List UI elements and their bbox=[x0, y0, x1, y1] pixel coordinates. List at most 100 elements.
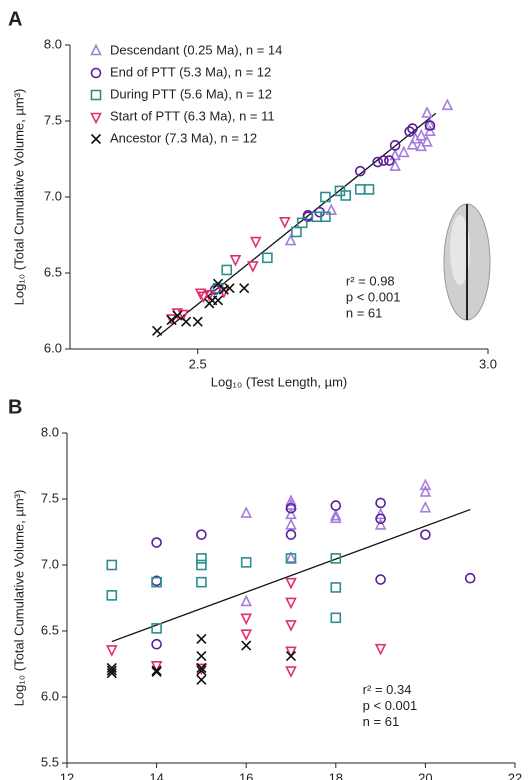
point bbox=[279, 217, 291, 229]
legend-marker bbox=[90, 43, 102, 56]
point bbox=[406, 138, 419, 150]
point bbox=[320, 191, 331, 203]
point bbox=[196, 665, 207, 676]
point bbox=[150, 661, 163, 673]
point bbox=[285, 597, 297, 610]
stat-annotation: p < 0.001 bbox=[346, 290, 401, 305]
legend-label: Descendant (0.25 Ma), n = 14 bbox=[110, 42, 282, 57]
point bbox=[196, 662, 207, 674]
y-tick-label: 7.0 bbox=[41, 556, 59, 571]
x-tick-label: 14 bbox=[149, 770, 163, 780]
point bbox=[177, 309, 190, 322]
point bbox=[330, 500, 342, 511]
stat-annotation: p < 0.001 bbox=[363, 698, 418, 713]
point bbox=[334, 185, 346, 197]
point bbox=[419, 478, 432, 491]
x-tick-label: 22 bbox=[508, 770, 522, 780]
point bbox=[221, 264, 233, 276]
point bbox=[285, 502, 297, 514]
point bbox=[285, 646, 297, 659]
point bbox=[420, 529, 431, 540]
point bbox=[374, 518, 387, 530]
point bbox=[151, 666, 162, 677]
point bbox=[285, 529, 297, 540]
point bbox=[330, 553, 342, 564]
legend-marker bbox=[90, 133, 102, 145]
point bbox=[419, 500, 432, 513]
point bbox=[330, 582, 342, 593]
legend-marker bbox=[90, 89, 102, 101]
y-tick-label: 6.0 bbox=[44, 340, 62, 355]
stat-annotation: n = 61 bbox=[363, 714, 400, 729]
x-tick-label: 20 bbox=[418, 770, 432, 780]
point bbox=[181, 316, 192, 327]
point bbox=[296, 217, 308, 229]
point bbox=[196, 576, 207, 588]
y-tick-label: 8.0 bbox=[41, 424, 59, 439]
y-tick-label: 6.5 bbox=[41, 622, 59, 637]
point bbox=[204, 298, 215, 309]
point bbox=[375, 513, 386, 525]
point bbox=[285, 577, 297, 590]
point bbox=[194, 288, 207, 301]
point bbox=[441, 98, 454, 111]
point bbox=[285, 666, 297, 678]
point bbox=[196, 674, 207, 685]
point bbox=[424, 124, 436, 136]
point bbox=[166, 315, 177, 326]
point bbox=[284, 233, 297, 246]
point bbox=[363, 184, 375, 195]
point bbox=[196, 553, 207, 564]
point bbox=[106, 559, 118, 571]
point bbox=[419, 485, 432, 497]
point bbox=[285, 553, 297, 564]
y-axis-title: Log₁₀ (Total Cumulative Volume, µm³) bbox=[11, 89, 26, 306]
point bbox=[464, 572, 476, 584]
point bbox=[424, 118, 436, 130]
legend-marker bbox=[90, 67, 102, 79]
point bbox=[375, 497, 386, 509]
point bbox=[354, 165, 366, 177]
point bbox=[224, 283, 235, 294]
legend-label: Ancestor (7.3 Ma), n = 12 bbox=[110, 130, 257, 145]
legend-marker bbox=[90, 112, 102, 125]
point bbox=[330, 612, 342, 624]
legend-label: During PTT (5.6 Ma), n = 12 bbox=[110, 86, 272, 101]
point bbox=[106, 668, 117, 679]
point bbox=[372, 156, 383, 168]
point bbox=[285, 494, 297, 506]
y-tick-label: 6.5 bbox=[44, 264, 62, 279]
point bbox=[151, 665, 162, 676]
x-tick-label: 2.5 bbox=[189, 356, 207, 371]
point bbox=[249, 236, 262, 249]
point bbox=[247, 261, 259, 273]
x-tick-label: 3.0 bbox=[479, 356, 497, 371]
point bbox=[330, 511, 342, 524]
y-tick-label: 8.0 bbox=[44, 36, 62, 51]
point bbox=[240, 613, 252, 626]
point bbox=[239, 283, 250, 294]
point bbox=[106, 590, 118, 601]
point bbox=[285, 518, 297, 530]
stat-annotation: n = 61 bbox=[346, 306, 383, 321]
panel-label: B bbox=[8, 396, 22, 418]
legend-label: End of PTT (5.3 Ma), n = 12 bbox=[110, 64, 271, 79]
point bbox=[196, 651, 207, 662]
y-tick-label: 7.5 bbox=[41, 490, 59, 505]
point bbox=[421, 134, 433, 147]
point bbox=[262, 252, 273, 264]
point bbox=[151, 623, 162, 634]
point bbox=[404, 126, 415, 137]
point bbox=[354, 184, 366, 195]
stat-annotation: r² = 0.34 bbox=[363, 682, 412, 697]
point bbox=[421, 106, 433, 118]
legend-label: Start of PTT (6.3 Ma), n = 11 bbox=[110, 108, 275, 123]
point bbox=[291, 226, 302, 238]
point bbox=[196, 529, 207, 540]
point bbox=[151, 638, 162, 650]
y-tick-label: 7.5 bbox=[44, 112, 62, 127]
point bbox=[212, 295, 224, 306]
point bbox=[311, 211, 323, 223]
point bbox=[240, 594, 252, 607]
